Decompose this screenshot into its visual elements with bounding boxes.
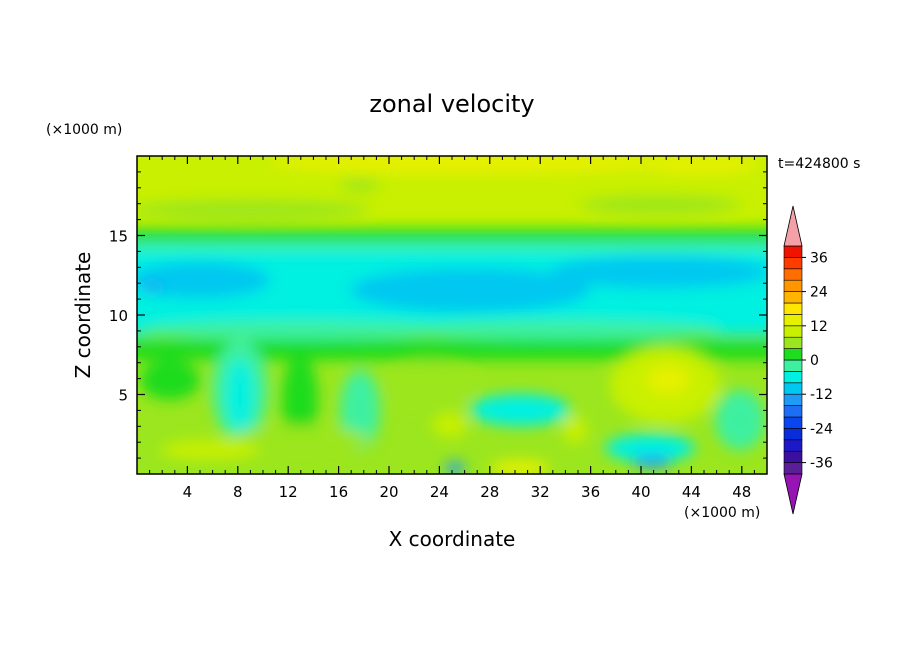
colorbar-swatch [783,314,803,327]
contour-blob [140,320,460,340]
colorbar-label: -24 [810,421,833,437]
colorbar-swatch [783,291,803,304]
colorbar-swatch [783,336,803,349]
contour-blob [445,462,465,474]
contour-blob [340,179,380,191]
contour-blob [632,456,672,468]
colorbar-swatch [783,416,803,429]
colorbar-label: -36 [810,456,833,472]
contour-blob [715,390,765,450]
contour-blob [140,284,164,292]
colorbar-label: 24 [810,285,828,301]
colorbar-swatch [783,268,803,281]
contour-blob [137,262,270,298]
colorbar-label: 12 [810,319,828,335]
colorbar-under-triangle [783,473,803,515]
contour-blob [270,156,670,174]
colorbar-swatch [783,371,803,384]
x-tick-label: 4 [183,483,193,501]
y-axis-label: Z coordinate [71,252,95,379]
chart-title: zonal velocity [369,90,534,118]
x-tick-label: 32 [531,483,550,501]
contour-band [137,340,767,360]
colorbar-swatch [783,405,803,418]
colorbar-label: 36 [810,250,828,266]
y-tick-label: 15 [109,228,128,246]
contour-blob [230,426,370,454]
y-tick-label: 10 [109,307,128,325]
x-axis-ticks: 4 8 12 16 20 24 28 32 36 40 44 48 [149,156,755,501]
contour-blob [137,200,370,220]
y-tick-label: 5 [118,387,128,405]
colorbar: -36 -24 -12 0 12 24 36 [783,205,833,515]
x-tick-label: 44 [682,483,701,501]
colorbar-swatch [783,393,803,406]
contour-blob [550,256,767,288]
contour-blob [470,394,570,426]
colorbar-swatch [783,245,803,258]
colorbar-swatch [783,439,803,452]
colorbar-swatch [783,382,803,395]
colorbar-swatch [783,462,803,475]
contour-field [137,156,767,474]
contour-blob [282,355,318,445]
contour-blob [605,434,695,462]
x-tick-label: 12 [279,483,298,501]
colorbar-swatch [783,348,803,361]
x-tick-label: 36 [581,483,600,501]
colorbar-swatch [783,302,803,315]
x-tick-label: 24 [430,483,449,501]
contour-blob [160,440,260,460]
x-tick-label: 16 [329,483,348,501]
contour-blob [490,460,550,474]
x-tick-label: 20 [379,483,398,501]
colorbar-swatch [783,325,803,338]
contour-blob [640,156,760,174]
contour-blob [432,413,468,437]
contour-blob [140,360,200,400]
time-label: t=424800 s [778,156,860,172]
colorbar-swatch [783,428,803,441]
x-tick-label: 8 [233,483,243,501]
contour-blob [340,370,380,450]
colorbar-label: -12 [810,387,833,403]
colorbar-swatch [783,450,803,463]
contour-blob [390,361,470,409]
y-axis-unit: (×1000 m) [46,122,122,138]
x-tick-label: 48 [732,483,751,501]
y-axis-ticks: 5 10 15 [109,171,767,459]
colorbar-swatch [783,279,803,292]
x-axis-unit: (×1000 m) [684,505,760,521]
colorbar-label: 0 [810,353,819,369]
colorbar-swatch [783,359,803,372]
contour-blob [400,320,720,340]
x-axis-label: X coordinate [389,527,516,551]
colorbar-over-triangle [783,205,803,247]
x-tick-label: 28 [480,483,499,501]
contour-blob [226,359,254,431]
contour-blob [563,416,587,444]
contour-blob [350,268,590,312]
colorbar-swatch [783,257,803,270]
contour-blob [646,366,690,394]
x-tick-label: 40 [631,483,650,501]
contour-blob [580,196,740,214]
